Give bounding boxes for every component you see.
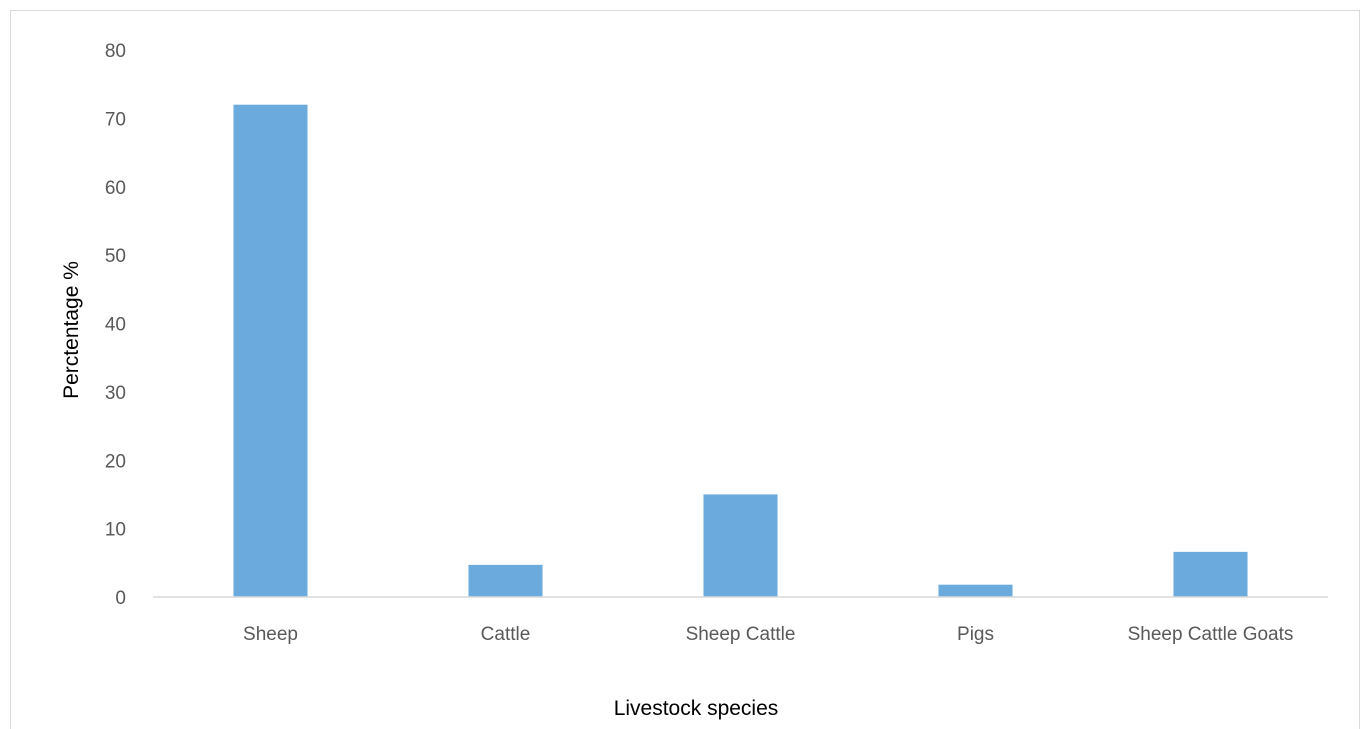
x-tick-label: Pigs	[957, 624, 994, 645]
y-tick-label: 70	[105, 109, 126, 130]
x-axis-title: Livestock species	[614, 697, 779, 720]
bar	[468, 564, 543, 597]
x-tick-label: Sheep Cattle Goats	[1128, 624, 1294, 645]
y-tick-label: 0	[115, 588, 126, 609]
x-tick-label: Sheep	[243, 624, 298, 645]
y-axis-ticks: 0 10 20 30 40 50 60 70 80	[105, 41, 126, 609]
x-tick-label: Sheep Cattle	[686, 624, 796, 645]
x-axis-ticks: Sheep Cattle Sheep Cattle Pigs Sheep Cattle …	[243, 624, 1293, 645]
bar	[233, 104, 308, 597]
y-tick-label: 10	[105, 520, 126, 541]
bars	[233, 104, 1248, 597]
y-tick-label: 80	[105, 41, 126, 62]
y-tick-label: 60	[105, 178, 126, 199]
y-tick-label: 20	[105, 451, 126, 472]
bar	[938, 584, 1013, 597]
x-tick-label: Cattle	[481, 624, 531, 645]
bar	[703, 494, 778, 597]
y-tick-label: 40	[105, 315, 126, 336]
bar	[1173, 551, 1248, 597]
y-tick-label: 50	[105, 246, 126, 267]
y-tick-label: 30	[105, 383, 126, 404]
y-axis-title: Perctentage %	[60, 261, 83, 399]
